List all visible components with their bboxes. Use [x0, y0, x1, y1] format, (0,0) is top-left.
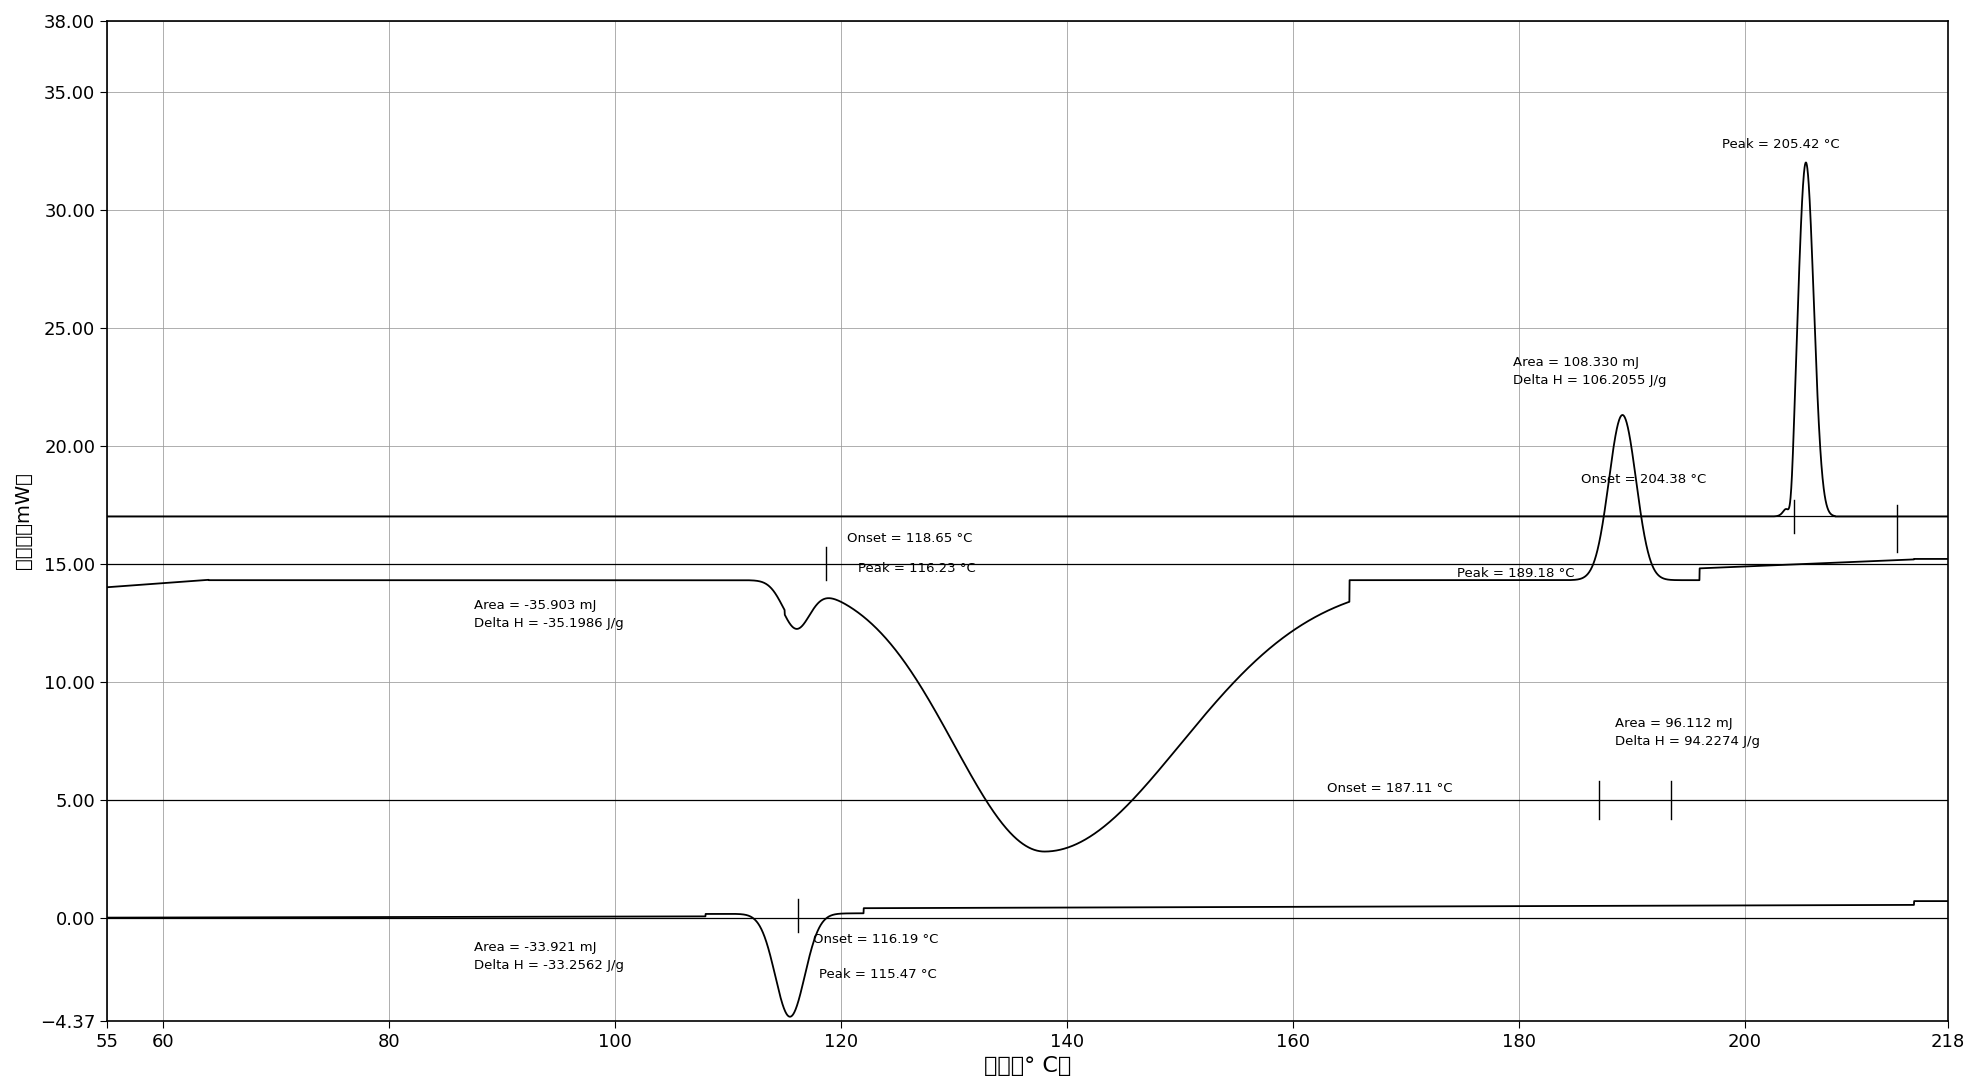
- Text: Onset = 118.65 °C: Onset = 118.65 °C: [847, 532, 972, 545]
- Text: Peak = 205.42 °C: Peak = 205.42 °C: [1722, 137, 1840, 150]
- Text: Area = -33.921 mJ
Delta H = -33.2562 J/g: Area = -33.921 mJ Delta H = -33.2562 J/g: [475, 942, 623, 972]
- Text: Onset = 116.19 °C: Onset = 116.19 °C: [813, 933, 938, 946]
- X-axis label: 温度（° C）: 温度（° C）: [984, 1056, 1071, 1076]
- Text: Onset = 204.38 °C: Onset = 204.38 °C: [1581, 473, 1706, 486]
- Text: Peak = 116.23 °C: Peak = 116.23 °C: [859, 562, 976, 576]
- Text: Peak = 189.18 °C: Peak = 189.18 °C: [1457, 567, 1573, 580]
- Text: Onset = 187.11 °C: Onset = 187.11 °C: [1326, 782, 1453, 795]
- Text: Peak = 115.47 °C: Peak = 115.47 °C: [819, 968, 936, 981]
- Text: Area = -35.903 mJ
Delta H = -35.1986 J/g: Area = -35.903 mJ Delta H = -35.1986 J/g: [475, 600, 623, 630]
- Text: Area = 108.330 mJ
Delta H = 106.2055 J/g: Area = 108.330 mJ Delta H = 106.2055 J/g: [1514, 356, 1666, 387]
- Text: Area = 96.112 mJ
Delta H = 94.2274 J/g: Area = 96.112 mJ Delta H = 94.2274 J/g: [1615, 717, 1759, 748]
- Y-axis label: 吸热，（mW）: 吸热，（mW）: [14, 472, 34, 569]
